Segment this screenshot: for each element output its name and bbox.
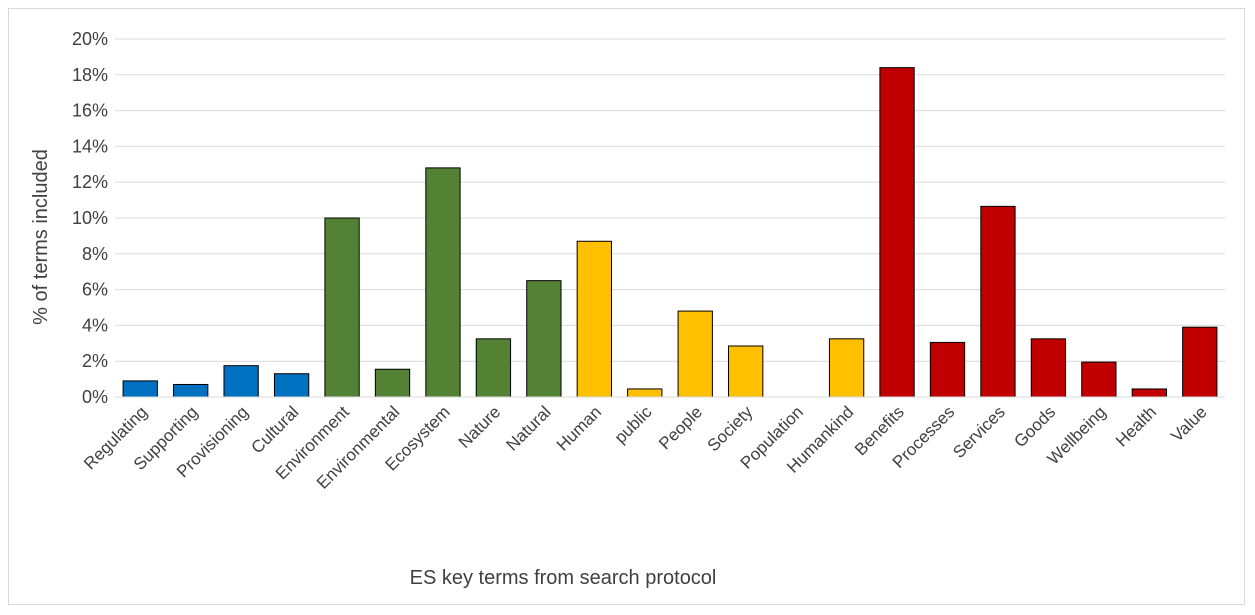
x-category-label: Services	[949, 402, 1009, 462]
bar-cultural	[273, 373, 310, 398]
x-category-label: Natural	[502, 402, 554, 454]
x-category-label: Health	[1112, 402, 1160, 450]
gridlines	[115, 38, 1225, 362]
y-tick-label: 2%	[82, 351, 108, 371]
bar-humankind	[828, 338, 865, 398]
bar-goods	[1030, 338, 1067, 398]
x-category-label: Goods	[1010, 402, 1059, 451]
bar-public	[627, 388, 663, 398]
y-tick-label: 20%	[72, 29, 108, 49]
x-category-label: People	[655, 402, 706, 453]
y-tick-label: 10%	[72, 208, 108, 228]
x-axis-title: ES key terms from search protocol	[410, 567, 717, 589]
bar-benefits	[879, 67, 915, 398]
x-category-label: Human	[553, 402, 605, 454]
y-tick-label: 14%	[72, 136, 108, 156]
y-tick-label: 12%	[72, 172, 108, 192]
bar-provisioning	[223, 365, 259, 398]
y-axis-ticks: 0% 2% 4% 6% 8% 10% 12% 14% 16% 18% 20%	[72, 29, 108, 407]
bar-people	[677, 310, 713, 398]
chart-frame	[8, 8, 1245, 605]
y-axis-title: % of terms included	[30, 149, 52, 325]
bar-health	[1131, 388, 1167, 398]
bar-ecosystem	[425, 167, 461, 398]
y-tick-label: 4%	[82, 315, 108, 335]
bar-human	[576, 240, 612, 398]
bar-natural	[526, 280, 562, 398]
y-tick-label: 18%	[72, 65, 108, 85]
y-tick-label: 8%	[82, 244, 108, 264]
bar-services	[980, 205, 1016, 398]
bar-nature	[475, 338, 512, 398]
bar-society	[728, 345, 764, 398]
y-tick-label: 0%	[82, 387, 108, 407]
bar-processes	[929, 341, 966, 398]
bar-supporting	[173, 383, 209, 398]
bar-wellbeing	[1081, 361, 1117, 398]
bar-value	[1182, 326, 1218, 398]
bar-environmental	[374, 368, 411, 398]
x-category-label: Value	[1167, 402, 1210, 445]
bars	[122, 67, 1218, 398]
x-category-label: public	[611, 402, 656, 447]
y-tick-label: 16%	[72, 101, 108, 121]
y-tick-label: 6%	[82, 280, 108, 300]
x-category-label: Nature	[455, 402, 505, 452]
bar-environment	[324, 217, 360, 398]
bar-regulating	[122, 380, 158, 398]
x-axis-categories: RegulatingSupportingProvisioningCultural…	[80, 402, 1210, 493]
